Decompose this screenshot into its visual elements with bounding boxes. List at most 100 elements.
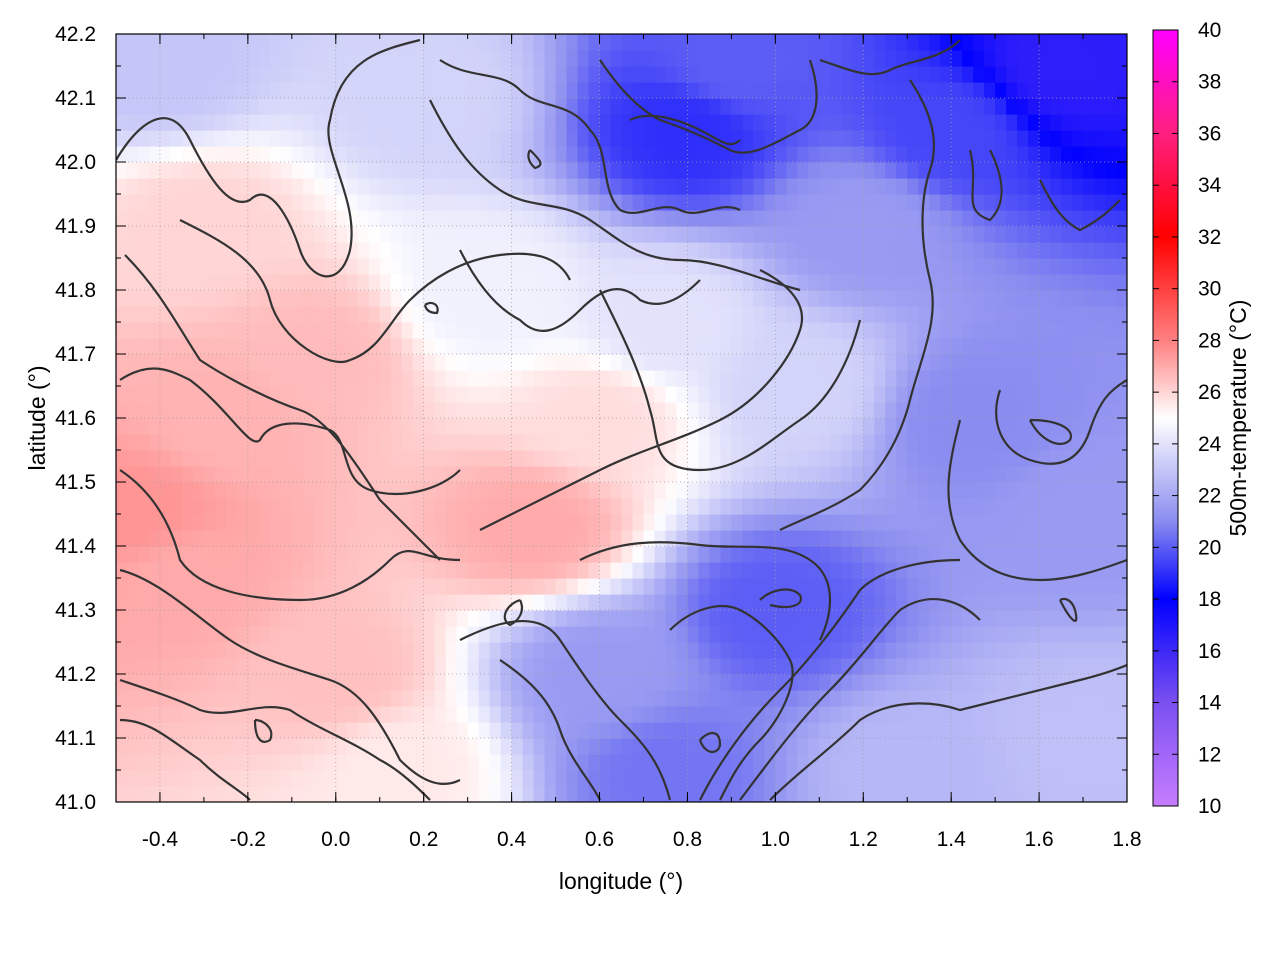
heatmap-cell — [698, 402, 711, 419]
heatmap-cell — [819, 98, 831, 115]
heatmap-cell — [951, 514, 963, 531]
heatmap-cell — [280, 530, 293, 547]
heatmap-cell — [951, 482, 963, 499]
heatmap-cell — [687, 370, 700, 387]
heatmap-cell — [1050, 210, 1062, 227]
heatmap-cell — [775, 402, 787, 419]
heatmap-cell — [1050, 370, 1062, 387]
heatmap-cell — [500, 722, 513, 739]
heatmap-cell — [874, 626, 886, 643]
heatmap-cell — [500, 754, 513, 771]
heatmap-cell — [368, 754, 381, 771]
heatmap-cell — [621, 66, 634, 83]
heatmap-cell — [1061, 754, 1073, 771]
heatmap-cell — [116, 226, 128, 243]
heatmap-cell — [335, 418, 348, 435]
heatmap-cell — [599, 370, 612, 387]
heatmap-cell — [170, 130, 183, 147]
heatmap-cell — [830, 66, 842, 83]
heatmap-cell — [126, 674, 139, 691]
heatmap-cell — [929, 530, 941, 547]
heatmap-cell — [775, 146, 787, 163]
heatmap-cell — [478, 290, 491, 307]
heatmap-cell — [357, 770, 370, 787]
heatmap-cell — [335, 466, 348, 483]
heatmap-cell — [621, 34, 634, 51]
heatmap-cell — [907, 114, 919, 131]
heatmap-cell — [148, 322, 161, 339]
heatmap-cell — [170, 322, 183, 339]
heatmap-cell — [346, 242, 359, 259]
heatmap-cell — [137, 226, 150, 243]
heatmap-cell — [544, 210, 557, 227]
heatmap-cell — [324, 434, 337, 451]
heatmap-cell — [313, 50, 326, 67]
heatmap-cell — [555, 354, 568, 371]
heatmap-cell — [225, 466, 238, 483]
heatmap-cell — [390, 50, 403, 67]
heatmap-cell — [764, 226, 776, 243]
heatmap-cell — [335, 738, 348, 755]
heatmap-cell — [775, 658, 787, 675]
heatmap-cell — [599, 194, 612, 211]
heatmap-cell — [764, 578, 776, 595]
heatmap-cell — [907, 322, 919, 339]
heatmap-cell — [544, 546, 557, 563]
heatmap-cell — [863, 466, 875, 483]
heatmap-cell — [610, 162, 623, 179]
heatmap-cell — [687, 226, 700, 243]
heatmap-cell — [379, 706, 392, 723]
heatmap-cell — [269, 34, 282, 51]
heatmap-cell — [698, 594, 711, 611]
heatmap-cell — [599, 66, 612, 83]
heatmap-cell — [665, 514, 678, 531]
heatmap-cell — [687, 434, 700, 451]
heatmap-cell — [225, 610, 238, 627]
heatmap-cell — [137, 722, 150, 739]
heatmap-cell — [203, 354, 216, 371]
heatmap-cell — [544, 34, 557, 51]
heatmap-cell — [159, 546, 172, 563]
heatmap-cell — [423, 770, 436, 787]
heatmap-cell — [907, 578, 919, 595]
heatmap-cell — [522, 242, 535, 259]
heatmap-cell — [1039, 194, 1051, 211]
heatmap-cell — [522, 274, 535, 291]
heatmap-cell — [687, 306, 700, 323]
heatmap-cell — [720, 114, 732, 131]
heatmap-cell — [731, 722, 743, 739]
heatmap-cell — [434, 738, 447, 755]
heatmap-cell — [368, 34, 381, 51]
heatmap-cell — [489, 706, 502, 723]
heatmap-cell — [500, 434, 513, 451]
heatmap-cell — [720, 562, 732, 579]
heatmap-cell — [797, 162, 809, 179]
heatmap-cell — [753, 466, 765, 483]
heatmap-cell — [148, 642, 161, 659]
heatmap-cell — [984, 418, 996, 435]
heatmap-cell — [951, 578, 963, 595]
heatmap-cell — [929, 578, 941, 595]
heatmap-cell — [676, 642, 689, 659]
heatmap-cell — [995, 626, 1007, 643]
heatmap-cell — [577, 594, 590, 611]
heatmap-cell — [676, 418, 689, 435]
heatmap-cell — [885, 642, 897, 659]
heatmap-cell — [577, 578, 590, 595]
heatmap-cell — [830, 418, 842, 435]
heatmap-cell — [665, 98, 678, 115]
heatmap-cell — [390, 418, 403, 435]
heatmap-cell — [368, 82, 381, 99]
heatmap-cell — [962, 146, 974, 163]
heatmap-cell — [731, 738, 743, 755]
heatmap-cell — [632, 610, 645, 627]
heatmap-cell — [434, 146, 447, 163]
heatmap-cell — [687, 418, 700, 435]
heatmap-cell — [544, 226, 557, 243]
heatmap-cell — [456, 34, 469, 51]
heatmap-cell — [357, 370, 370, 387]
heatmap-cell — [225, 770, 238, 787]
heatmap-cell — [753, 610, 765, 627]
heatmap-cell — [643, 434, 656, 451]
heatmap-cell — [137, 322, 150, 339]
